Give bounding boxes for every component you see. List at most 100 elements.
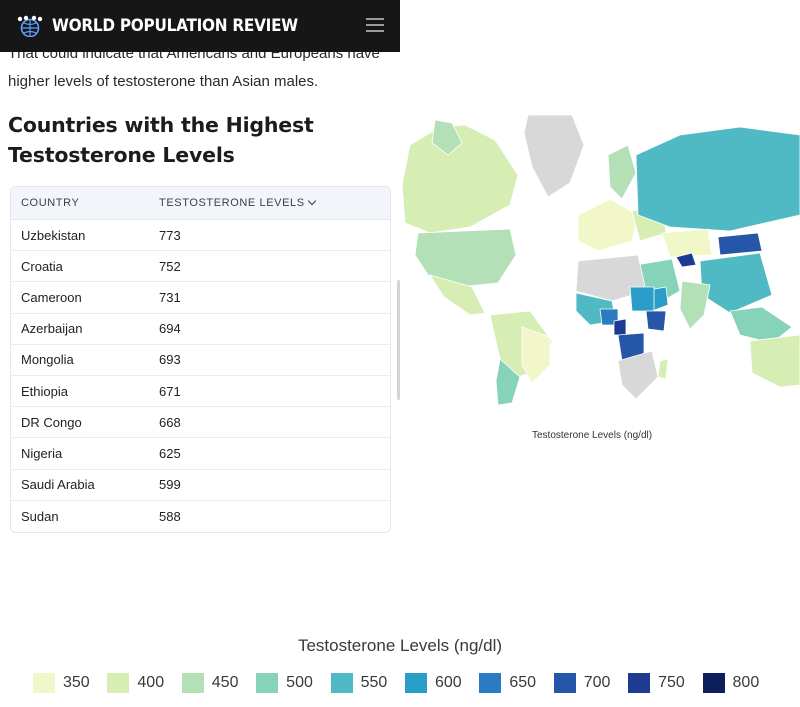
testosterone-table: COUNTRY TESTOSTERONE LEVELS Uzbekistan 77… bbox=[10, 186, 391, 533]
country-cell: Saudi Arabia bbox=[21, 477, 95, 493]
country-cell: Uzbekistan bbox=[21, 227, 86, 243]
legend-item: 600 bbox=[404, 672, 479, 694]
legend-label: 450 bbox=[211, 674, 239, 691]
map-region-arctic-islands bbox=[431, 119, 463, 156]
level-cell: 599 bbox=[159, 477, 181, 493]
table-header: COUNTRY TESTOSTERONE LEVELS bbox=[11, 187, 390, 220]
page-scrollbar[interactable] bbox=[397, 280, 400, 400]
mobile-article-view: WORLD POPULATION REVIEW That could indic… bbox=[0, 0, 400, 560]
level-cell: 693 bbox=[159, 352, 181, 368]
country-cell: Croatia bbox=[21, 258, 63, 274]
intro-line: higher levels of testosterone than Asian… bbox=[8, 73, 319, 90]
legend-item: 750 bbox=[628, 672, 702, 694]
legend-item: 800 bbox=[702, 672, 777, 694]
site-brand[interactable]: WORLD POPULATION REVIEW bbox=[52, 16, 298, 36]
legend-swatch bbox=[33, 673, 55, 693]
map-region-argentina bbox=[495, 358, 521, 405]
map-region-sudan bbox=[629, 286, 655, 312]
legend-item: 400 bbox=[107, 672, 181, 694]
map-region-cameroon bbox=[613, 318, 627, 336]
map-region-scandinavia bbox=[607, 144, 637, 200]
legend-swatch bbox=[702, 673, 725, 693]
table-row: Croatia 752 bbox=[11, 251, 390, 283]
map-region-usa bbox=[414, 228, 517, 288]
legend-label: 600 bbox=[434, 674, 462, 691]
country-cell: Mongolia bbox=[21, 352, 74, 368]
map-region-madagascar bbox=[657, 358, 669, 380]
table-row: Saudi Arabia 599 bbox=[11, 470, 390, 501]
legend-swatch bbox=[330, 673, 353, 693]
country-cell: Azerbaijan bbox=[21, 321, 83, 337]
map-region-western-europe bbox=[577, 198, 639, 252]
map-region-uzbekistan bbox=[675, 252, 697, 268]
level-cell: 773 bbox=[159, 227, 181, 243]
map-region-southern-africa bbox=[617, 350, 659, 400]
legend-label: 700 bbox=[583, 674, 611, 691]
legend-label: 500 bbox=[286, 674, 313, 691]
map-region-ethiopia bbox=[645, 310, 667, 332]
country-cell: DR Congo bbox=[21, 414, 82, 430]
country-cell: Cameroon bbox=[21, 289, 82, 305]
legend-swatch bbox=[479, 673, 502, 693]
legend-label: 650 bbox=[509, 674, 537, 691]
map-region-china bbox=[699, 252, 773, 314]
map-caption: Testosterone Levels (ng/dl) bbox=[532, 430, 653, 441]
legend-swatch bbox=[628, 673, 651, 693]
legend-label: 400 bbox=[137, 674, 165, 691]
country-cell: Nigeria bbox=[21, 445, 63, 461]
level-column-header-label: TESTOSTERONE LEVELS bbox=[159, 197, 305, 209]
world-choropleth-map bbox=[401, 115, 800, 405]
table-row: Mongolia 693 bbox=[11, 345, 390, 376]
map-region-mongolia bbox=[717, 232, 763, 256]
legend-swatch bbox=[181, 673, 204, 693]
level-cell: 752 bbox=[159, 258, 181, 274]
legend-label: 800 bbox=[732, 674, 760, 691]
legend-swatch bbox=[256, 673, 279, 693]
map-region-india bbox=[679, 280, 711, 330]
legend-label: 750 bbox=[658, 674, 685, 691]
table-row: Ethiopia 671 bbox=[11, 376, 390, 408]
map-region-brazil bbox=[521, 326, 551, 384]
table-row: Sudan 588 bbox=[11, 501, 390, 532]
map-region-canada bbox=[401, 124, 519, 234]
legend-swatch bbox=[553, 673, 576, 693]
level-cell: 668 bbox=[159, 414, 181, 430]
map-region-kazakhstan bbox=[661, 228, 713, 258]
level-cell: 625 bbox=[159, 445, 181, 461]
legend-swatch bbox=[107, 673, 130, 693]
map-region-russia bbox=[635, 126, 800, 232]
legend-item: 550 bbox=[330, 672, 405, 694]
country-cell: Ethiopia bbox=[21, 383, 68, 399]
legend-item: 700 bbox=[553, 672, 628, 694]
map-region-mexico bbox=[429, 274, 486, 316]
globe-people-icon[interactable] bbox=[16, 15, 44, 37]
table-row: Azerbaijan 694 bbox=[11, 314, 390, 345]
legend-item: 350 bbox=[33, 672, 107, 694]
legend-item: 500 bbox=[256, 672, 330, 694]
level-cell: 588 bbox=[159, 508, 181, 524]
map-region-north-africa bbox=[575, 254, 647, 302]
country-column-header[interactable]: COUNTRY bbox=[21, 197, 80, 209]
level-column-header[interactable]: TESTOSTERONE LEVELS bbox=[159, 196, 316, 209]
site-header: WORLD POPULATION REVIEW bbox=[0, 0, 400, 52]
legend-swatch bbox=[404, 673, 427, 693]
legend-item: 650 bbox=[479, 672, 553, 694]
table-row: Cameroon 731 bbox=[11, 282, 390, 314]
table-row: Uzbekistan 773 bbox=[11, 220, 390, 252]
color-legend: 350 400 450 500 550 600 650 700 750 800 bbox=[33, 672, 777, 694]
legend-title: Testosterone Levels (ng/dl) bbox=[297, 636, 503, 655]
legend-label: 550 bbox=[360, 674, 388, 691]
table-row: DR Congo 668 bbox=[11, 407, 390, 439]
hamburger-menu-icon[interactable] bbox=[366, 18, 384, 32]
chevron-down-icon[interactable] bbox=[307, 196, 316, 206]
level-cell: 694 bbox=[159, 321, 181, 337]
level-cell: 731 bbox=[159, 289, 181, 305]
level-cell: 671 bbox=[159, 383, 181, 399]
map-region-southeast-asia bbox=[729, 306, 793, 344]
map-region-australia bbox=[749, 334, 800, 388]
legend-label: 350 bbox=[63, 674, 90, 691]
table-row: Nigeria 625 bbox=[11, 438, 390, 470]
map-region-greenland bbox=[523, 115, 585, 198]
legend-item: 450 bbox=[181, 672, 256, 694]
country-cell: Sudan bbox=[21, 508, 59, 524]
